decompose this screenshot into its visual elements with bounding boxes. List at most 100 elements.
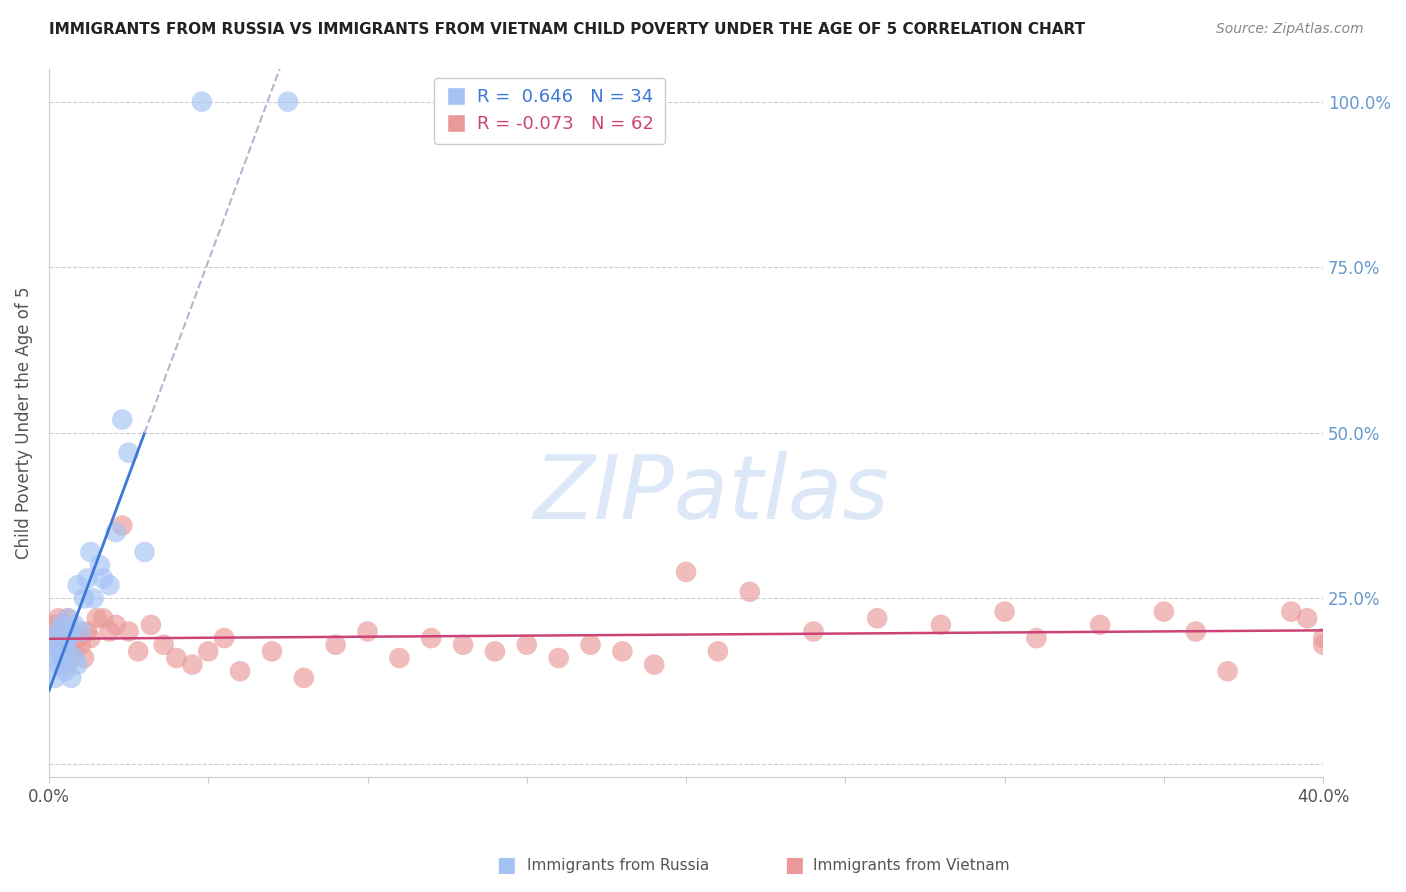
Point [98,624,121,639]
Point [325,638,347,652]
Point [1025,631,1047,645]
Point [53,638,76,652]
Point [1296,611,1319,625]
Point [260,644,283,658]
Point [579,638,602,652]
Point [73,591,96,606]
Point [111,412,134,426]
Point [51,644,73,658]
Point [41,631,63,645]
Point [484,644,506,658]
Point [111,518,134,533]
Point [707,644,730,658]
Point [76,624,98,639]
Point [803,624,825,639]
Point [56,644,79,658]
Point [48,644,70,658]
Point [212,631,235,645]
Point [51,618,73,632]
Point [127,644,149,658]
Point [1279,605,1302,619]
Point [48,638,70,652]
Point [63,651,86,665]
Point [388,651,411,665]
Point [48,657,70,672]
Point [866,611,889,625]
Point [929,618,952,632]
Point [117,624,139,639]
Point [44,631,66,645]
Point [53,618,76,632]
Point [86,611,108,625]
Point [41,651,63,665]
Point [56,631,79,645]
Point [53,651,76,665]
Point [53,665,76,679]
Point [612,644,634,658]
Legend: R =  0.646   N = 34, R = -0.073   N = 62: R = 0.646 N = 34, R = -0.073 N = 62 [434,78,665,145]
Text: ■: ■ [785,855,804,875]
Point [69,638,91,652]
Text: ZIPatlas: ZIPatlas [534,450,890,537]
Point [89,558,111,573]
Point [1216,665,1239,679]
Point [60,624,83,639]
Point [60,671,83,685]
Point [134,545,156,559]
Point [91,611,114,625]
Point [356,624,378,639]
Point [66,578,89,592]
Text: Immigrants from Vietnam: Immigrants from Vietnam [813,858,1010,872]
Point [69,624,91,639]
Point [44,671,66,685]
Point [104,618,127,632]
Point [41,624,63,639]
Point [44,638,66,652]
Point [516,638,538,652]
Point [51,624,73,639]
Point [191,95,214,109]
Point [60,624,83,639]
Point [104,525,127,540]
Point [98,578,121,592]
Point [420,631,443,645]
Text: Immigrants from Russia: Immigrants from Russia [527,858,710,872]
Text: ■: ■ [496,855,516,875]
Point [152,638,174,652]
Point [66,631,89,645]
Point [643,657,665,672]
Point [79,545,101,559]
Point [79,631,101,645]
Point [1088,618,1111,632]
Point [181,657,204,672]
Point [63,618,86,632]
Point [675,565,697,579]
Point [63,644,86,658]
Point [1184,624,1206,639]
Point [1312,638,1334,652]
Point [48,611,70,625]
Point [48,624,70,639]
Point [1153,605,1175,619]
Point [51,651,73,665]
Point [197,644,219,658]
Point [56,611,79,625]
Point [83,591,105,606]
Point [76,572,98,586]
Point [165,651,187,665]
Point [547,651,569,665]
Point [60,638,83,652]
Point [73,651,96,665]
Point [451,638,474,652]
Text: Source: ZipAtlas.com: Source: ZipAtlas.com [1216,22,1364,37]
Point [292,671,315,685]
Point [91,572,114,586]
Point [56,611,79,625]
Point [139,618,162,632]
Point [994,605,1017,619]
Point [44,618,66,632]
Point [229,665,252,679]
Point [56,657,79,672]
Text: IMMIGRANTS FROM RUSSIA VS IMMIGRANTS FROM VIETNAM CHILD POVERTY UNDER THE AGE OF: IMMIGRANTS FROM RUSSIA VS IMMIGRANTS FRO… [49,22,1085,37]
Point [66,657,89,672]
